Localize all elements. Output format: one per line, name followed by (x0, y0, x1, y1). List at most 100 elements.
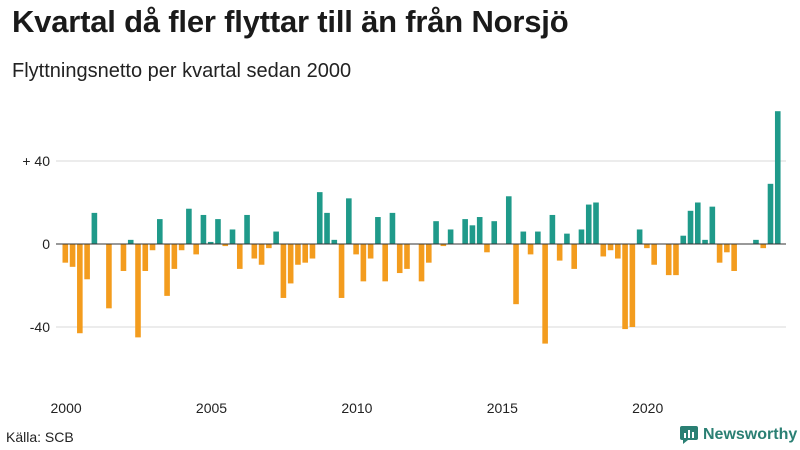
bar (62, 244, 69, 263)
bar (200, 214, 207, 244)
bar (324, 212, 330, 245)
bar (774, 111, 781, 244)
bar (760, 244, 767, 249)
bar (171, 244, 178, 269)
bar (338, 244, 345, 298)
chart-subtitle: Flyttningsnetto per kvartal sedan 2000 (12, 60, 352, 82)
bar (418, 244, 425, 282)
bar (527, 244, 534, 255)
bar (287, 244, 294, 284)
bar (636, 229, 643, 244)
bar (236, 244, 243, 269)
bar (222, 244, 229, 247)
bar (367, 244, 374, 259)
bar (331, 239, 338, 244)
bar (462, 219, 468, 244)
bar (716, 244, 723, 263)
bar (251, 244, 258, 259)
bar (396, 244, 403, 274)
bar (505, 196, 512, 245)
bar (469, 225, 476, 244)
bar (426, 244, 432, 263)
bar (127, 239, 134, 244)
chart-title: Kvartal då fler flyttar till än från Nor… (12, 4, 569, 39)
bar (69, 244, 76, 267)
x-tick-label: 2005 (196, 400, 227, 416)
bar (135, 244, 141, 338)
bar (556, 244, 563, 261)
bar (680, 235, 687, 244)
bar (164, 244, 170, 296)
bar (178, 244, 185, 251)
bar (578, 229, 585, 244)
bar (447, 229, 454, 244)
bar (295, 244, 301, 265)
bar (389, 212, 396, 245)
newsworthy-logo-icon (680, 426, 698, 444)
bar (149, 244, 156, 251)
bar (77, 244, 83, 334)
bar (535, 231, 541, 244)
bar (309, 244, 316, 259)
bar (585, 204, 592, 244)
bar (346, 198, 352, 244)
bar (753, 239, 759, 244)
bar (484, 244, 490, 253)
bar (266, 244, 272, 249)
bar (404, 244, 410, 269)
bar (120, 244, 127, 271)
bar (549, 214, 556, 244)
bar (229, 229, 236, 244)
bar (767, 183, 774, 244)
bar (106, 244, 112, 309)
bar (258, 244, 265, 265)
bar (491, 221, 498, 245)
bar (157, 219, 163, 244)
bar (316, 192, 323, 245)
bar (709, 206, 716, 244)
bar (353, 244, 359, 255)
bar (84, 244, 90, 280)
bar (280, 244, 287, 298)
bar (215, 219, 221, 244)
bar (91, 212, 98, 245)
brand-name: Newsworthy (703, 426, 798, 443)
bar (571, 244, 577, 269)
bar (520, 231, 527, 244)
bar (207, 241, 214, 245)
y-tick-label: + 40 (22, 153, 50, 169)
bar (673, 244, 679, 276)
bar (193, 244, 199, 255)
bar (564, 233, 570, 245)
bar (694, 202, 701, 244)
bar (651, 244, 657, 265)
bar (724, 244, 730, 253)
bar (142, 244, 149, 271)
x-tick-label: 2000 (51, 400, 82, 416)
bar (440, 244, 447, 247)
bar (607, 244, 614, 251)
bar (382, 244, 388, 282)
bar (542, 244, 548, 344)
bar (665, 244, 672, 276)
bar (622, 244, 628, 330)
x-tick-label: 2010 (341, 400, 372, 416)
y-tick-label: -40 (30, 319, 50, 335)
bar (375, 217, 381, 245)
bar (273, 231, 279, 244)
brand-logo: Newsworthy (680, 426, 797, 444)
bar (360, 244, 367, 282)
bar (513, 244, 519, 305)
bar (615, 244, 621, 259)
bar (593, 202, 599, 244)
source-note: Källa: SCB (6, 429, 74, 445)
bar (644, 244, 650, 249)
bar (476, 217, 483, 245)
bar (731, 244, 737, 271)
bar (687, 210, 694, 244)
bar (302, 244, 309, 263)
bar (600, 244, 607, 257)
bar (433, 221, 439, 245)
bar (629, 244, 636, 327)
